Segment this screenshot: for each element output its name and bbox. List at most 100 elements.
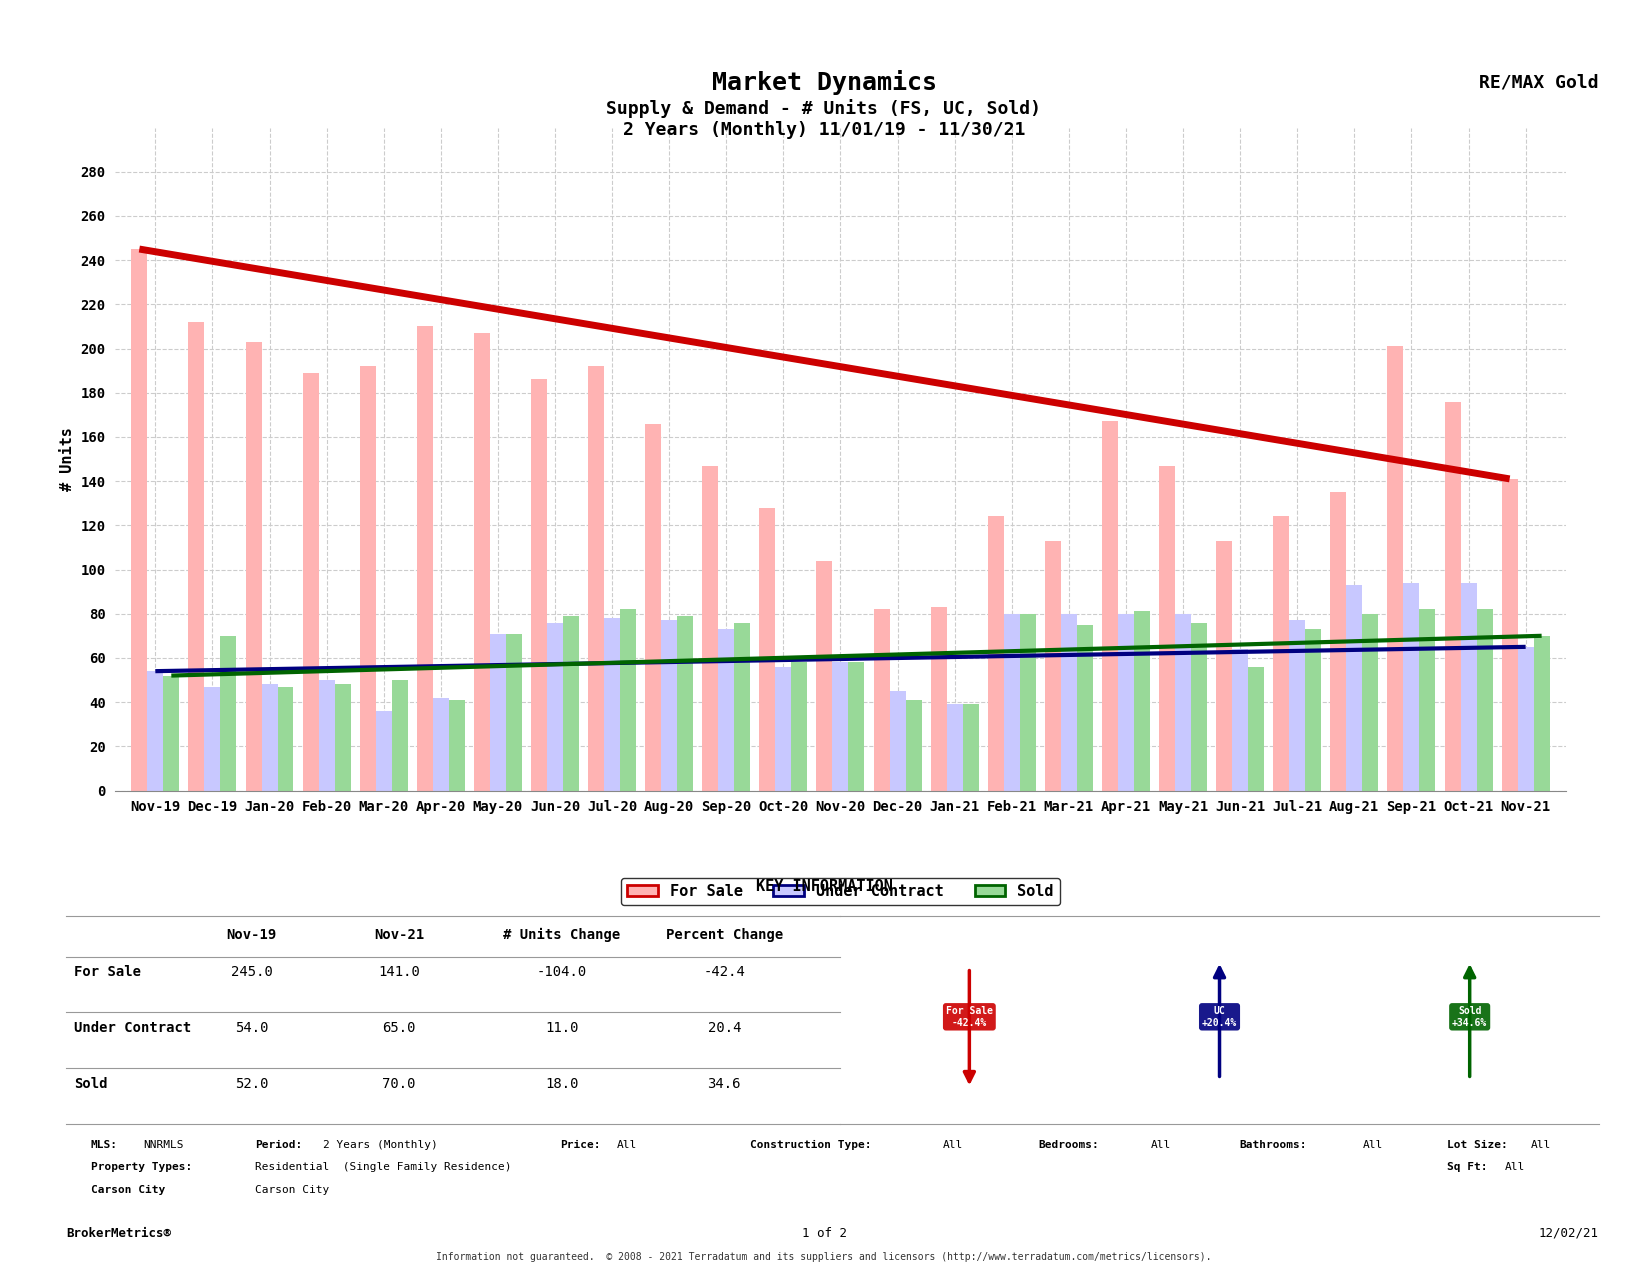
Bar — [506, 634, 522, 790]
Text: Supply & Demand - # Units (FS, UC, Sold): Supply & Demand - # Units (FS, UC, Sold) — [606, 99, 1042, 117]
Text: Construction Type:: Construction Type: — [750, 1140, 872, 1150]
Text: Nov-19: Nov-19 — [227, 928, 277, 941]
Bar — [1388, 347, 1404, 790]
Bar — [303, 372, 318, 790]
Bar — [1363, 613, 1378, 790]
Bar — [564, 616, 578, 790]
Bar — [1445, 402, 1460, 790]
Bar — [1216, 541, 1233, 790]
Text: -104.0: -104.0 — [537, 965, 587, 979]
Bar — [204, 687, 221, 790]
Bar — [277, 687, 293, 790]
Bar — [188, 323, 204, 790]
Bar — [359, 366, 376, 790]
Text: 65.0: 65.0 — [382, 1021, 415, 1035]
Bar — [905, 700, 921, 790]
Bar — [987, 516, 1004, 790]
Text: Under Contract: Under Contract — [74, 1021, 191, 1035]
Bar — [1248, 667, 1264, 790]
Bar — [646, 423, 661, 790]
Bar — [1233, 649, 1248, 790]
Bar — [489, 634, 506, 790]
Text: Period:: Period: — [255, 1140, 303, 1150]
Text: Property Types:: Property Types: — [91, 1163, 191, 1173]
Bar — [1477, 609, 1493, 790]
Text: All: All — [1505, 1163, 1524, 1173]
Bar — [531, 380, 547, 790]
Bar — [1346, 585, 1363, 790]
Bar — [1020, 613, 1035, 790]
Legend: For Sale, Under Contract, Sold: For Sale, Under Contract, Sold — [621, 877, 1060, 905]
Bar — [760, 507, 776, 790]
Bar — [433, 697, 448, 790]
Bar — [1192, 622, 1206, 790]
Bar — [832, 662, 849, 790]
Bar — [1175, 613, 1192, 790]
Text: 2 Years (Monthly) 11/01/19 - 11/30/21: 2 Years (Monthly) 11/01/19 - 11/30/21 — [623, 121, 1025, 139]
Bar — [448, 700, 465, 790]
Bar — [417, 326, 433, 790]
Bar — [163, 676, 180, 790]
Text: All: All — [1363, 1140, 1383, 1150]
Text: NNRMLS: NNRMLS — [143, 1140, 185, 1150]
Text: 20.4: 20.4 — [707, 1021, 742, 1035]
Bar — [735, 622, 750, 790]
Bar — [890, 691, 905, 790]
Text: KEY INFORMATION: KEY INFORMATION — [755, 878, 893, 894]
Bar — [335, 685, 351, 790]
Text: Information not guaranteed.  © 2008 - 2021 Terradatum and its suppliers and lice: Information not guaranteed. © 2008 - 202… — [437, 1252, 1211, 1262]
Text: All: All — [616, 1140, 636, 1150]
Bar — [1117, 613, 1134, 790]
Bar — [1159, 465, 1175, 790]
Bar — [1274, 516, 1289, 790]
Text: For Sale
-42.4%: For Sale -42.4% — [946, 1006, 992, 1028]
Bar — [246, 342, 262, 790]
Bar — [1518, 646, 1534, 790]
Bar — [1103, 422, 1117, 790]
Bar — [931, 607, 946, 790]
Text: Sold: Sold — [74, 1077, 107, 1091]
Bar — [776, 667, 791, 790]
Text: Carson City: Carson City — [91, 1186, 165, 1196]
Bar — [1419, 609, 1435, 790]
Text: Bedrooms:: Bedrooms: — [1038, 1140, 1099, 1150]
Text: Sq Ft:: Sq Ft: — [1447, 1163, 1488, 1173]
Text: Market Dynamics: Market Dynamics — [712, 70, 936, 96]
Text: 34.6: 34.6 — [707, 1077, 742, 1091]
Bar — [392, 680, 407, 790]
Text: 52.0: 52.0 — [236, 1077, 269, 1091]
Y-axis label: # Units: # Units — [59, 427, 74, 491]
Text: 245.0: 245.0 — [231, 965, 274, 979]
Text: UC
+20.4%: UC +20.4% — [1201, 1006, 1238, 1028]
Bar — [132, 249, 147, 790]
Bar — [605, 618, 620, 790]
Text: Percent Change: Percent Change — [666, 928, 783, 941]
Bar — [1305, 629, 1322, 790]
Text: For Sale: For Sale — [74, 965, 140, 979]
Text: # Units Change: # Units Change — [503, 928, 620, 942]
Bar — [873, 609, 890, 790]
Bar — [1045, 541, 1061, 790]
Bar — [1289, 621, 1305, 790]
Text: 54.0: 54.0 — [236, 1021, 269, 1035]
Bar — [1534, 636, 1549, 790]
Bar — [677, 616, 694, 790]
Bar — [791, 662, 808, 790]
Text: 18.0: 18.0 — [545, 1077, 578, 1091]
Bar — [262, 685, 277, 790]
Bar — [849, 662, 865, 790]
Bar — [318, 680, 335, 790]
Bar — [588, 366, 605, 790]
Text: 70.0: 70.0 — [382, 1077, 415, 1091]
Bar — [547, 622, 564, 790]
Text: 1 of 2: 1 of 2 — [801, 1227, 847, 1239]
Bar — [1061, 613, 1076, 790]
Bar — [1330, 492, 1346, 790]
Bar — [376, 711, 392, 790]
Bar — [221, 636, 236, 790]
Text: RE/MAX Gold: RE/MAX Gold — [1478, 74, 1599, 92]
Bar — [962, 704, 979, 790]
Text: MLS:: MLS: — [91, 1140, 117, 1150]
Text: All: All — [1531, 1140, 1551, 1150]
Bar — [1460, 583, 1477, 790]
